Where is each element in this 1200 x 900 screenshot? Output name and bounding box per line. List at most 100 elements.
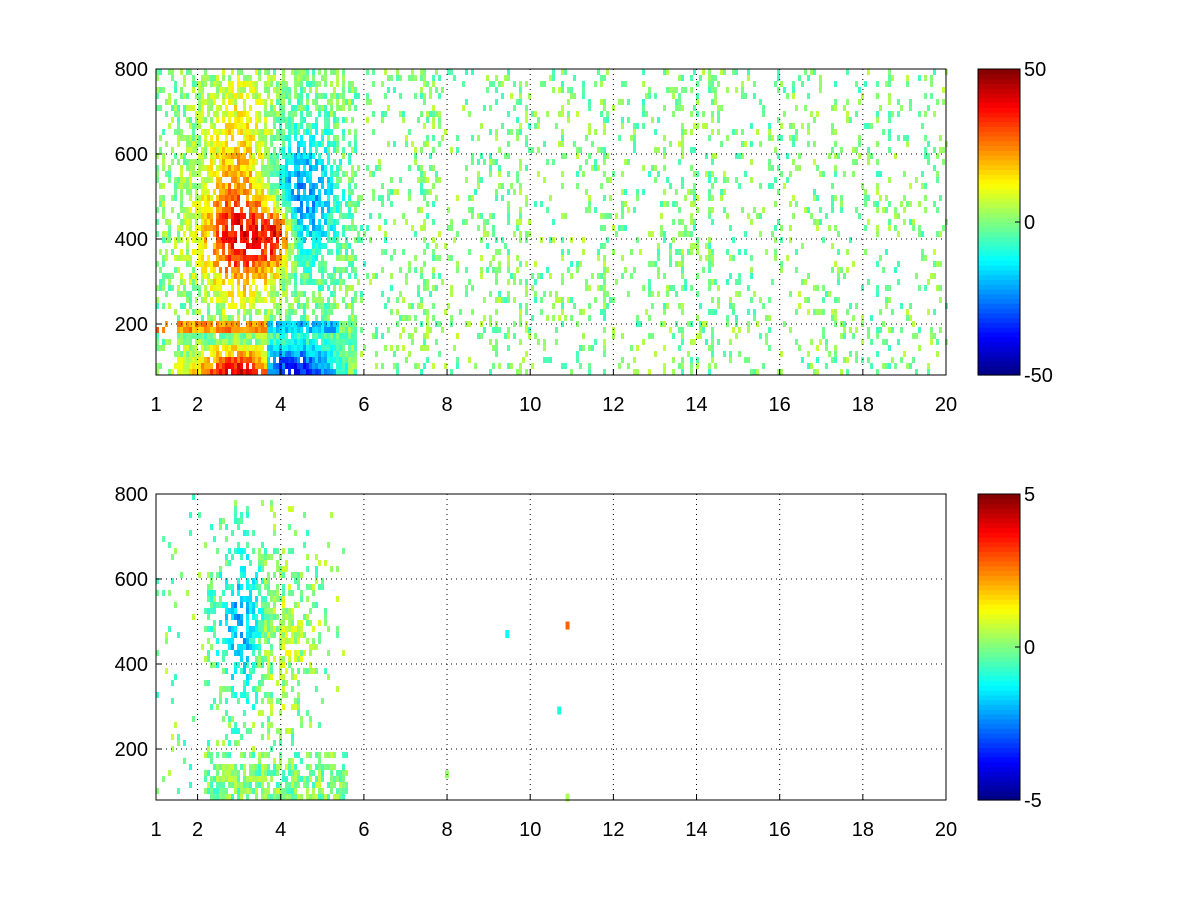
heatmap-cell (204, 243, 207, 249)
heatmap-cell (285, 363, 288, 369)
heatmap-cell (564, 213, 567, 219)
heatmap-cell (315, 249, 318, 255)
heatmap-cell (939, 135, 942, 141)
heatmap-cell (234, 195, 237, 201)
heatmap-cell (840, 333, 843, 339)
heatmap-cell (426, 327, 429, 333)
heatmap-cell (171, 159, 174, 165)
heatmap-cell (180, 189, 183, 195)
heatmap-cell (330, 213, 333, 219)
heatmap-cell (861, 183, 864, 189)
heatmap-cell (783, 111, 786, 117)
heatmap-cell (438, 123, 441, 129)
heatmap-cell (897, 213, 900, 219)
heatmap-cell (258, 608, 261, 614)
heatmap-cell (324, 279, 327, 285)
heatmap-cell (261, 554, 264, 560)
heatmap-cell (750, 159, 753, 165)
heatmap-cell (258, 632, 261, 638)
heatmap-cell (210, 590, 213, 596)
heatmap-cell (207, 782, 210, 788)
heatmap-cell (174, 309, 177, 315)
heatmap-cell (654, 177, 657, 183)
heatmap-cell (240, 219, 243, 225)
heatmap-cell (450, 147, 453, 153)
heatmap-cell (645, 111, 648, 117)
heatmap-cell (315, 369, 318, 375)
heatmap-cell (345, 351, 348, 357)
heatmap-cell (180, 333, 183, 339)
heatmap-cell (894, 153, 897, 159)
heatmap-cell (288, 584, 291, 590)
heatmap-cell (708, 255, 711, 261)
heatmap-cell (423, 285, 426, 291)
heatmap-cell (282, 69, 285, 75)
heatmap-cell (288, 794, 291, 800)
heatmap-cell (201, 273, 204, 279)
heatmap-cell (557, 706, 562, 715)
heatmap-cell (939, 147, 942, 153)
heatmap-cell (177, 231, 180, 237)
heatmap-cell (318, 105, 321, 111)
heatmap-cell (315, 207, 318, 213)
heatmap-cell (423, 81, 426, 87)
heatmap-cell (336, 345, 339, 351)
heatmap-cell (813, 309, 816, 315)
heatmap-cell (294, 321, 297, 327)
heatmap-cell (186, 237, 189, 243)
heatmap-cell (255, 644, 258, 650)
heatmap-cell (249, 81, 252, 87)
heatmap-cell (225, 267, 228, 273)
heatmap-cell (651, 303, 654, 309)
heatmap-cell (177, 315, 180, 321)
heatmap-cell (237, 548, 240, 554)
heatmap-cell (213, 279, 216, 285)
heatmap-cell (486, 231, 489, 237)
heatmap-cell (420, 207, 423, 213)
heatmap-cell (501, 237, 504, 243)
heatmap-cell (270, 135, 273, 141)
colorbar-band (978, 360, 1020, 367)
heatmap-cell (501, 93, 504, 99)
heatmap-cell (300, 363, 303, 369)
heatmap-cell (252, 584, 255, 590)
heatmap-cell (417, 165, 420, 171)
heatmap-cell (234, 668, 237, 674)
heatmap-cell (588, 153, 591, 159)
heatmap-cell (696, 315, 699, 321)
heatmap-cell (855, 303, 858, 309)
heatmap-cell (831, 207, 834, 213)
heatmap-cell (921, 231, 924, 237)
heatmap-cell (363, 345, 366, 351)
heatmap-cell (282, 147, 285, 153)
heatmap-cell (327, 764, 330, 770)
heatmap-cell (261, 680, 264, 686)
heatmap-cell (336, 123, 339, 129)
heatmap-cell (312, 243, 315, 249)
colorbar-band (978, 83, 1020, 89)
heatmap-cell (681, 369, 684, 375)
heatmap-cell (234, 177, 237, 183)
heatmap-cell (189, 327, 192, 333)
heatmap-cell (306, 111, 309, 117)
heatmap-cell (282, 620, 285, 626)
heatmap-cell (318, 303, 321, 309)
heatmap-cell (201, 129, 204, 135)
heatmap-cell (285, 87, 288, 93)
heatmap-cell (390, 75, 393, 81)
heatmap-cell (816, 225, 819, 231)
heatmap-cell (321, 794, 324, 800)
heatmap-cell (204, 752, 207, 758)
heatmap-cell (228, 770, 231, 776)
heatmap-cell (336, 237, 339, 243)
heatmap-cell (312, 279, 315, 285)
heatmap-cell (891, 75, 894, 81)
heatmap-cell (216, 231, 219, 237)
heatmap-cell (231, 213, 234, 219)
heatmap-cell (228, 147, 231, 153)
heatmap-cell (771, 165, 774, 171)
heatmap-cell (681, 177, 684, 183)
heatmap-cell (204, 297, 207, 303)
heatmap-cell (924, 153, 927, 159)
heatmap-cell (258, 273, 261, 279)
